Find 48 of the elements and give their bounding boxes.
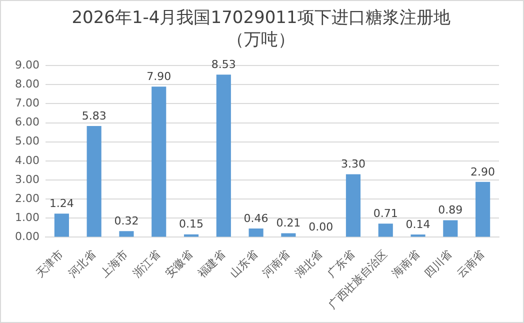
- bar: [281, 233, 296, 237]
- y-tick-label: 1.00: [14, 211, 40, 224]
- bar: [54, 214, 69, 237]
- y-tick-label: 2.00: [14, 192, 40, 205]
- data-label: 0.14: [406, 218, 430, 231]
- x-tick-label: 河北省: [66, 248, 98, 280]
- y-tick-label: 0.00: [14, 230, 40, 244]
- data-label: 0.00: [308, 220, 334, 234]
- bar: [152, 86, 166, 237]
- data-label: 0.71: [373, 207, 398, 220]
- bar: [119, 231, 134, 237]
- data-label: 0.15: [179, 218, 204, 231]
- x-tick-label: 山东省: [228, 248, 260, 280]
- bar: [378, 224, 393, 237]
- x-tick-label: 云南省: [454, 248, 487, 280]
- x-tick-label: 河南省: [260, 248, 293, 280]
- y-tick-label: 8.00: [14, 78, 40, 91]
- x-tick-label: 福建省: [195, 248, 228, 280]
- data-label: 1.24: [49, 196, 74, 210]
- x-tick-label: 上海市: [98, 248, 131, 280]
- bar: [346, 174, 361, 237]
- y-tick-label: 3.00: [14, 172, 40, 186]
- data-label: 7.90: [146, 70, 172, 83]
- x-tick-label: 天津市: [33, 248, 66, 280]
- bar: [476, 182, 490, 237]
- data-label: 2.90: [470, 165, 496, 178]
- x-tick-label: 海南省: [390, 248, 422, 280]
- y-tick-label: 9.00: [14, 58, 40, 72]
- data-label: 0.21: [276, 216, 301, 230]
- data-label: 5.83: [82, 109, 106, 122]
- bar: [248, 228, 264, 237]
- bar: [86, 126, 102, 237]
- x-tick-label: 四川省: [422, 248, 455, 280]
- data-label: 8.53: [211, 58, 236, 71]
- y-tick-label: 6.00: [14, 116, 40, 129]
- y-tick-label: 4.00: [14, 154, 40, 167]
- bar: [443, 220, 458, 237]
- chart-title: 2026年1-4月我国17029011项下进口糖浆注册地（万吨）: [70, 7, 452, 51]
- data-label: 0.32: [114, 214, 139, 228]
- x-tick-label: 湖北省: [292, 248, 325, 280]
- y-tick-label: 5.00: [14, 134, 40, 148]
- data-label: 3.30: [340, 158, 366, 171]
- bar: [216, 74, 231, 237]
- data-label: 0.89: [438, 204, 463, 217]
- data-label: 0.46: [244, 212, 268, 225]
- y-tick-label: 7.00: [14, 96, 40, 110]
- x-tick-label: 浙江省: [130, 248, 164, 280]
- x-tick-label: 安徽省: [162, 248, 196, 280]
